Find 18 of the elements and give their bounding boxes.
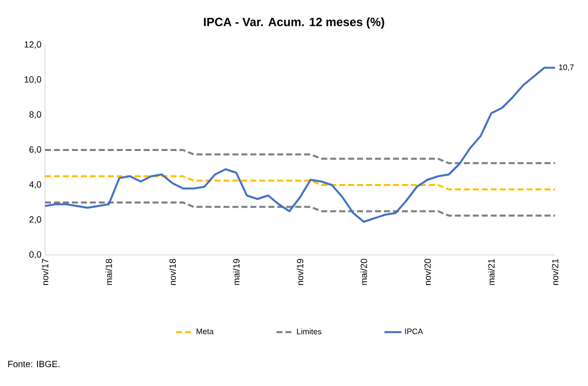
y-tick-label: 6,0 [29, 146, 42, 154]
y-tick-label: 2,0 [29, 216, 42, 224]
x-tick-label: nov/21 [552, 258, 558, 285]
x-tick-label: nov/20 [424, 258, 431, 285]
y-tick-label: 4,0 [29, 181, 42, 189]
y-tick-label: 0,0 [29, 251, 42, 259]
x-tick-label: mai/19 [232, 258, 240, 285]
source-note: Fonte: IBGE. [8, 360, 60, 368]
x-tick-label: mai/21 [488, 258, 495, 285]
y-tick-label: 8,0 [29, 111, 42, 119]
y-tick-label: 10,0 [24, 76, 42, 84]
x-tick-label: mai/18 [105, 258, 112, 285]
x-tick-label: nov/18 [169, 258, 176, 285]
y-tick-label: 12,0 [24, 41, 42, 49]
x-tick-label: nov/19 [296, 258, 304, 285]
x-tick-label: mai/20 [360, 258, 368, 285]
chart-title: IPCA - Var. Acum. 12 meses (%) [204, 17, 384, 29]
x-tick-label: nov/17 [42, 258, 48, 285]
